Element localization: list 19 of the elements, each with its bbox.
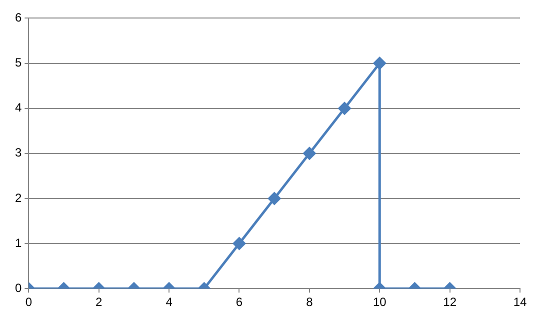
x-tick-label: 12	[443, 295, 457, 310]
y-tick-label: 4	[14, 100, 22, 115]
x-tick-label: 0	[25, 295, 32, 310]
x-tick-label: 6	[236, 295, 243, 310]
y-tick-label: 1	[14, 236, 22, 250]
x-tick-label: 8	[306, 295, 314, 310]
y-tick-label: 2	[14, 190, 22, 205]
point	[268, 192, 281, 205]
x-tick-label: 14	[513, 295, 527, 310]
x-tick-label: 10	[372, 295, 387, 310]
point	[338, 102, 351, 115]
x-tick-label: 2	[96, 295, 103, 310]
y-tick-label: 6	[14, 10, 22, 25]
point	[373, 57, 386, 70]
y-tick-label: 0	[14, 280, 22, 295]
y-tick-label: 3	[14, 146, 22, 160]
y-tick-label: 5	[14, 56, 22, 70]
point	[303, 147, 316, 160]
x-tick-label: 4	[166, 295, 173, 310]
